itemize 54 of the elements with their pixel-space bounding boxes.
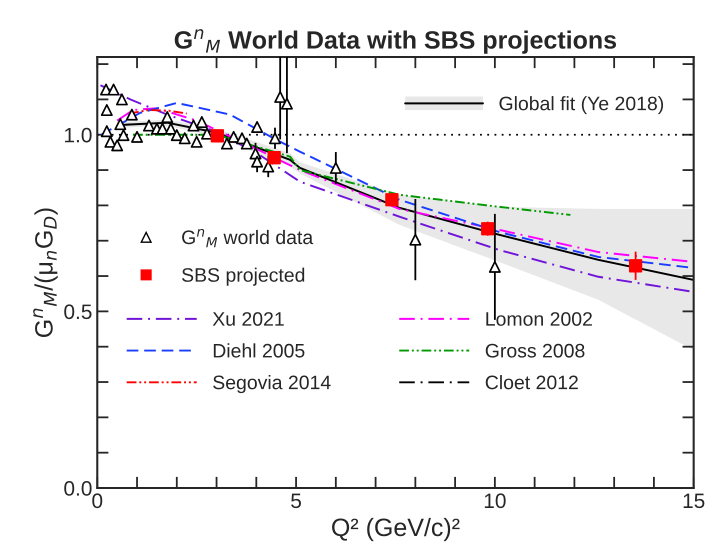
legend-label: G$^{n}$$_{M}$ world data (182, 228, 314, 248)
point (100, 104, 113, 116)
point (240, 138, 253, 150)
legend-label: Segovia 2014 (213, 375, 331, 394)
x-tick-label: 10 (484, 493, 506, 508)
point (142, 120, 155, 132)
legend-label: Diehl 2005 (214, 343, 304, 358)
point (628, 259, 642, 272)
point (220, 138, 233, 150)
y-tick-label: 0.5 (64, 304, 92, 320)
point (210, 129, 224, 142)
point (164, 122, 177, 135)
point (251, 120, 264, 133)
x-tick-label: 15 (684, 494, 704, 508)
point (269, 132, 281, 144)
legend-label: Gross 2008 (486, 344, 584, 358)
point (170, 129, 183, 142)
point (268, 151, 281, 164)
point (190, 136, 203, 148)
point (108, 84, 120, 96)
legend-label: Xu 2021 (212, 312, 284, 326)
legend-label: Global fit (Ye 2018) (499, 96, 664, 114)
point (251, 156, 264, 168)
point (161, 111, 174, 124)
point (114, 118, 126, 130)
chart-title: G$^{n}$$_{M}$ World Data with SBS projections (174, 29, 616, 54)
point (280, 98, 293, 110)
x-tick-label: 0 (92, 493, 102, 508)
point (126, 108, 138, 121)
y-axis-title: G$^{n}$$_{M}$/(μ$_{n}$G$_{D}$) (33, 208, 58, 338)
point (488, 260, 501, 273)
point (116, 93, 128, 106)
y-tick-label: 1.0 (65, 128, 92, 142)
point (100, 125, 113, 138)
point (409, 234, 422, 246)
y-tick-label: 0.0 (64, 481, 92, 496)
x-tick-label: 5 (291, 494, 301, 508)
legend-label: Cloet 2012 (486, 375, 578, 390)
point (385, 193, 399, 206)
point (104, 136, 116, 148)
point (330, 162, 342, 174)
point (262, 160, 274, 173)
legend-label: Lomon 2002 (486, 312, 592, 326)
point (188, 120, 200, 132)
point (131, 130, 144, 143)
legend-label: SBS projected (182, 268, 304, 286)
point (196, 116, 208, 128)
point (228, 130, 240, 143)
point (118, 129, 130, 142)
x-axis-title: Q² (GeV/c)² (332, 518, 460, 542)
point (274, 90, 286, 103)
point (481, 222, 494, 236)
point (111, 139, 124, 152)
point (178, 132, 191, 144)
